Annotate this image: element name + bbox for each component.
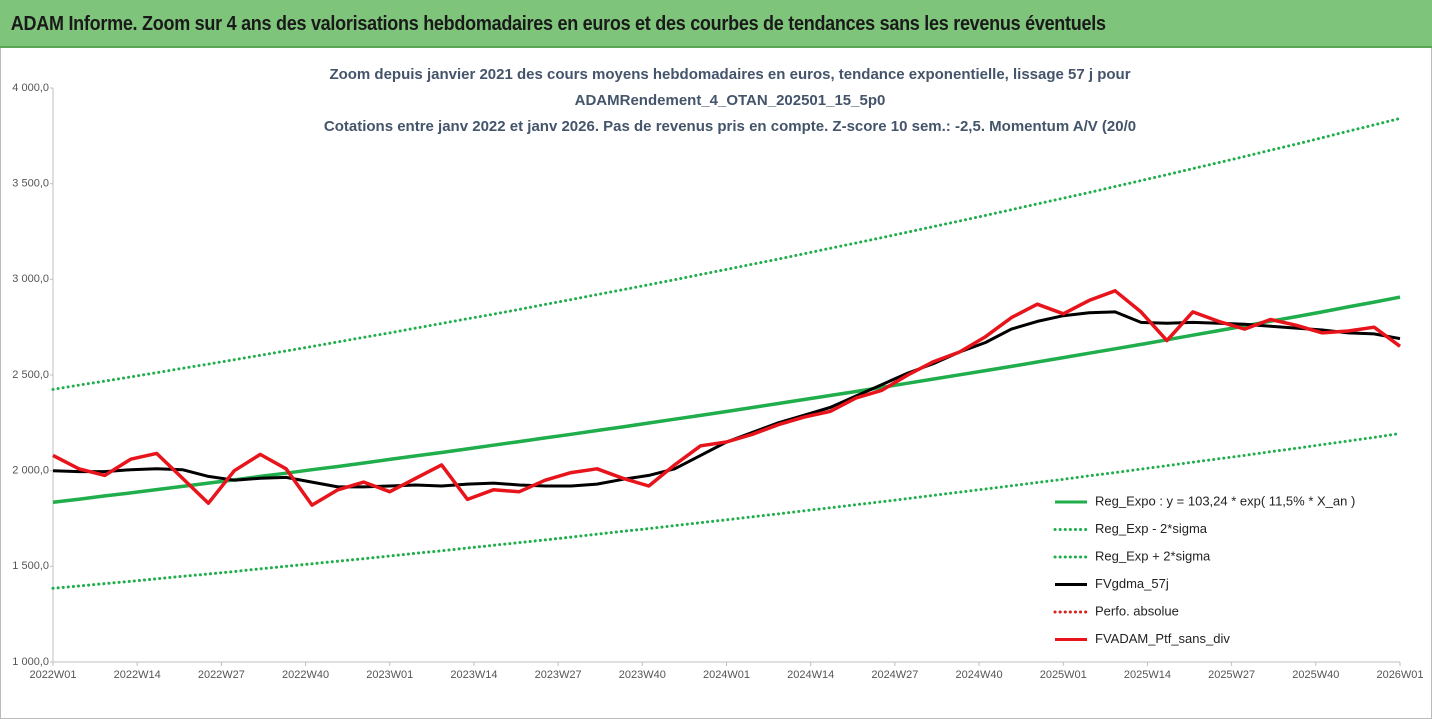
chart-title: Zoom depuis janvier 2021 des cours moyen…: [329, 66, 1130, 83]
x-tick-label: 2024W01: [703, 669, 750, 681]
legend-label: FVgdma_57j: [1095, 576, 1169, 591]
x-tick-label: 2026W01: [1376, 669, 1423, 681]
header-title: ADAM Informe. Zoom sur 4 ans des valoris…: [10, 13, 1106, 35]
series-line: [51, 432, 1402, 590]
legend-label: Perfo. absolue: [1095, 603, 1179, 618]
legend-label: Reg_Expo : y = 103,24 * exp( 11,5% * X_a…: [1095, 493, 1355, 508]
y-tick-label: 2 000,0: [12, 465, 49, 477]
chart: Zoom depuis janvier 2021 des cours moyen…: [12, 66, 1423, 681]
series-line: [51, 116, 1402, 391]
x-tick-label: 2022W27: [198, 669, 245, 681]
x-tick-label: 2025W40: [1292, 669, 1339, 681]
chart-title: Cotations entre janv 2022 et janv 2026. …: [324, 118, 1136, 135]
y-tick-label: 3 500,0: [12, 178, 49, 190]
series-line: [52, 295, 1401, 504]
header: ADAM Informe. Zoom sur 4 ans des valoris…: [0, 0, 1432, 48]
y-tick-label: 4 000,0: [12, 82, 49, 94]
y-tick-label: 2 500,0: [12, 369, 49, 381]
x-tick-label: 2024W40: [956, 669, 1003, 681]
x-tick-label: 2022W14: [114, 669, 161, 681]
x-tick-label: 2025W27: [1208, 669, 1255, 681]
y-tick-label: 1 500,0: [12, 560, 49, 572]
x-tick-label: 2023W27: [535, 669, 582, 681]
series-line: [52, 289, 1402, 507]
x-tick-label: 2022W40: [282, 669, 329, 681]
x-tick-label: 2022W01: [29, 669, 76, 681]
legend-label: FVADAM_Ptf_sans_div: [1095, 631, 1230, 646]
y-tick-label: 3 000,0: [12, 273, 49, 285]
chart-title: ADAMRendement_4_OTAN_202501_15_5p0: [575, 92, 886, 109]
x-tick-label: 2023W01: [366, 669, 413, 681]
x-tick-label: 2025W01: [1040, 669, 1087, 681]
x-tick-label: 2024W27: [871, 669, 918, 681]
x-tick-label: 2023W40: [619, 669, 666, 681]
x-tick-label: 2024W14: [787, 669, 834, 681]
legend-label: Reg_Exp - 2*sigma: [1095, 521, 1208, 536]
x-tick-label: 2025W14: [1124, 669, 1171, 681]
x-tick-label: 2023W14: [450, 669, 497, 681]
y-tick-label: 1 000,0: [12, 656, 49, 668]
legend-label: Reg_Exp + 2*sigma: [1095, 548, 1211, 563]
